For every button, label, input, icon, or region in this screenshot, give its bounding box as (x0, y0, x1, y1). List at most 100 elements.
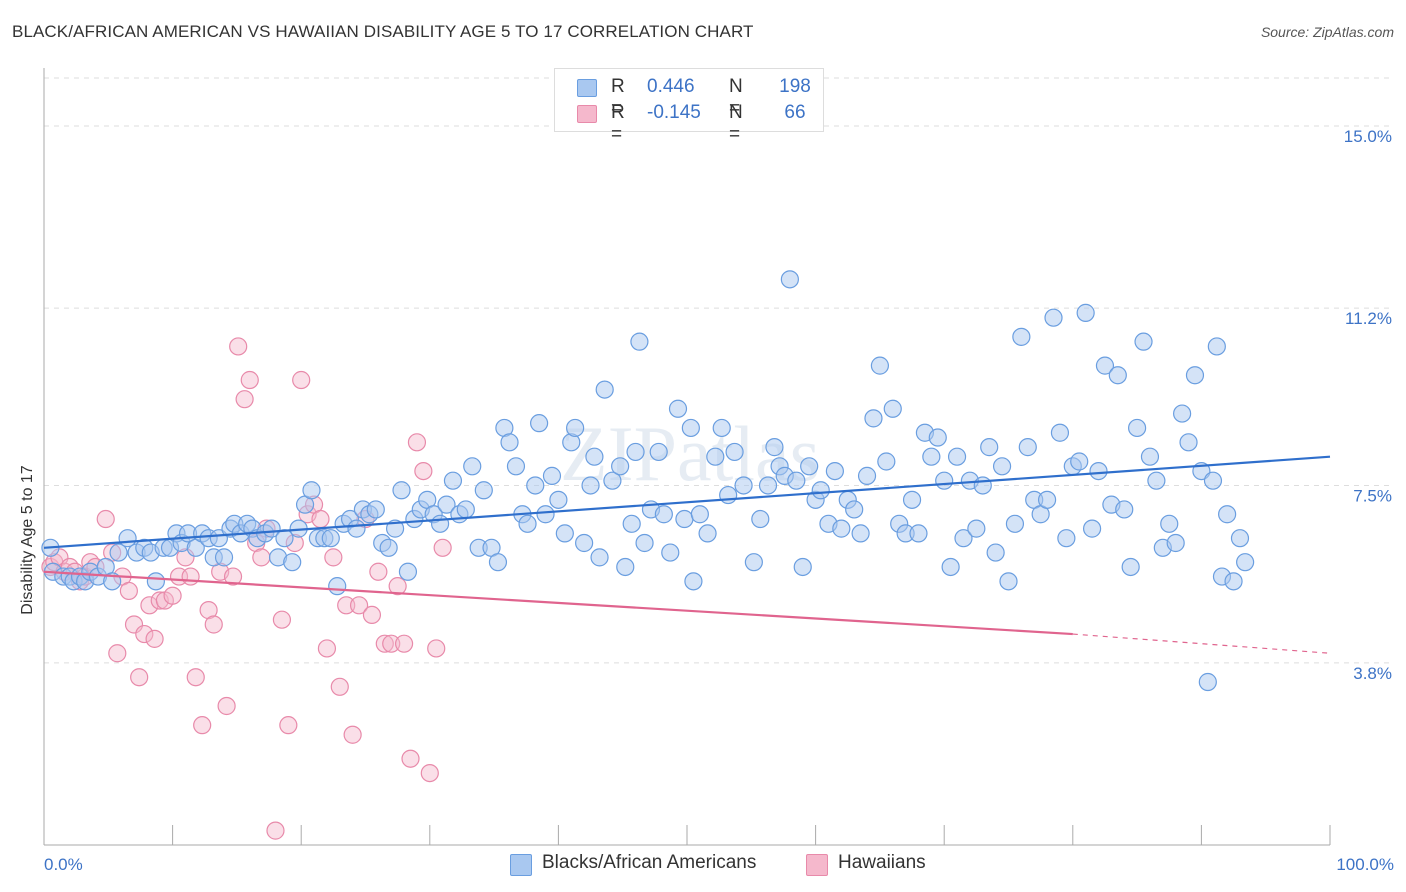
blacks-point (684, 572, 703, 591)
hawaiians-point (217, 696, 236, 716)
blacks-point (463, 457, 482, 476)
blacks-point (1076, 303, 1095, 322)
r-value: -0.145 (647, 102, 701, 123)
blacks-point (398, 562, 418, 581)
blacks-point (575, 533, 594, 553)
hawaiians-point (145, 629, 164, 648)
n-label: N = (729, 76, 743, 119)
hawaiians-point (394, 634, 414, 653)
blacks-point (649, 442, 668, 462)
blacks-point (1185, 366, 1205, 385)
pink-swatch (577, 105, 597, 123)
blacks-point (1147, 471, 1166, 490)
blue-swatch (577, 79, 597, 97)
blacks-point (787, 471, 806, 490)
blacks-point (500, 433, 519, 452)
blacks-point (590, 548, 609, 567)
blacks-point (392, 481, 411, 500)
r-label: R = (611, 76, 625, 119)
legend-swatch-blue (510, 854, 532, 876)
blacks-point (283, 553, 302, 572)
r-value: 0.446 (647, 76, 695, 97)
blacks-point (825, 461, 844, 481)
x-tick-label: 0.0% (44, 855, 83, 874)
blacks-point (1121, 557, 1140, 577)
hawaiians-point (252, 548, 271, 567)
blacks-point (811, 481, 830, 500)
blacks-point (883, 399, 902, 418)
blacks-point (758, 476, 778, 495)
blacks-point (1203, 471, 1223, 490)
blacks-point (302, 481, 321, 500)
hawaiians-point (235, 390, 254, 409)
blacks-point (347, 519, 366, 538)
blacks-point (1218, 505, 1237, 524)
blacks-point (1140, 447, 1160, 466)
blacks-point (1127, 418, 1147, 438)
blacks-point (845, 500, 864, 519)
blacks-point (1179, 433, 1198, 452)
blacks-point (437, 495, 456, 514)
hawaiians-point (204, 615, 223, 634)
hawaiians-point (433, 538, 452, 557)
blacks-point (328, 577, 347, 596)
blacks-point (902, 490, 922, 509)
blacks-trend-line (43, 455, 1331, 549)
hawaiians-point (414, 461, 433, 481)
blacks-point (566, 418, 585, 438)
blacks-point (832, 519, 851, 538)
blacks-point (635, 533, 654, 553)
blacks-point (626, 442, 645, 462)
y-tick-label: 11.2% (1345, 309, 1392, 328)
hawaiians-point (369, 562, 388, 581)
blacks-point (549, 490, 568, 509)
y-tick-label: 3.8% (1353, 664, 1392, 683)
blacks-point (630, 332, 649, 351)
blacks-point (366, 500, 385, 519)
blacks-point (980, 438, 999, 457)
blacks-point (385, 519, 405, 538)
hawaiians-points (41, 337, 452, 840)
blacks-point (109, 543, 128, 562)
blacks-point (675, 509, 694, 529)
blacks-point (999, 572, 1018, 591)
hawaiians-point (330, 677, 349, 696)
hawaiians-point (279, 716, 298, 735)
blacks-point (712, 418, 731, 438)
blacks-point (922, 447, 941, 466)
hawaiians-trend-extension (1072, 633, 1331, 654)
legend-swatch-pink (806, 854, 828, 876)
blacks-point (1012, 327, 1031, 346)
hawaiians-point (199, 601, 218, 620)
blacks-point (1005, 514, 1025, 533)
blacks-point (1095, 356, 1115, 375)
blacks-point (530, 414, 549, 433)
n-value: 198 (779, 76, 811, 97)
blacks-point (526, 476, 545, 495)
blacks-point (690, 505, 709, 524)
hawaiians-point (388, 577, 407, 596)
blacks-point (947, 447, 967, 466)
tick-labels: 3.8% 7.5% 11.2% 15.0% 0.0% 100.0% (44, 127, 1394, 874)
hawaiians-point (163, 586, 182, 605)
axes (43, 68, 1331, 846)
blacks-point (321, 529, 340, 548)
blacks-point (1230, 529, 1250, 548)
legend-label: Hawaiians (838, 852, 926, 873)
blacks-point (536, 505, 555, 524)
blacks-point (857, 466, 877, 485)
source-label: Source: ZipAtlas.com (1260, 24, 1394, 40)
blacks-point (928, 428, 947, 447)
blacks-point (595, 380, 614, 399)
hawaiians-point (272, 610, 292, 629)
blacks-point (1037, 490, 1057, 509)
blacks-point (506, 457, 526, 476)
blacks-point (1224, 572, 1243, 591)
y-tick-label: 15.0% (1344, 127, 1392, 146)
n-label: N = (729, 102, 743, 145)
hawaiians-point (427, 639, 446, 658)
blacks-point (706, 447, 725, 466)
blacks-point (603, 471, 622, 490)
blacks-point (793, 557, 812, 577)
